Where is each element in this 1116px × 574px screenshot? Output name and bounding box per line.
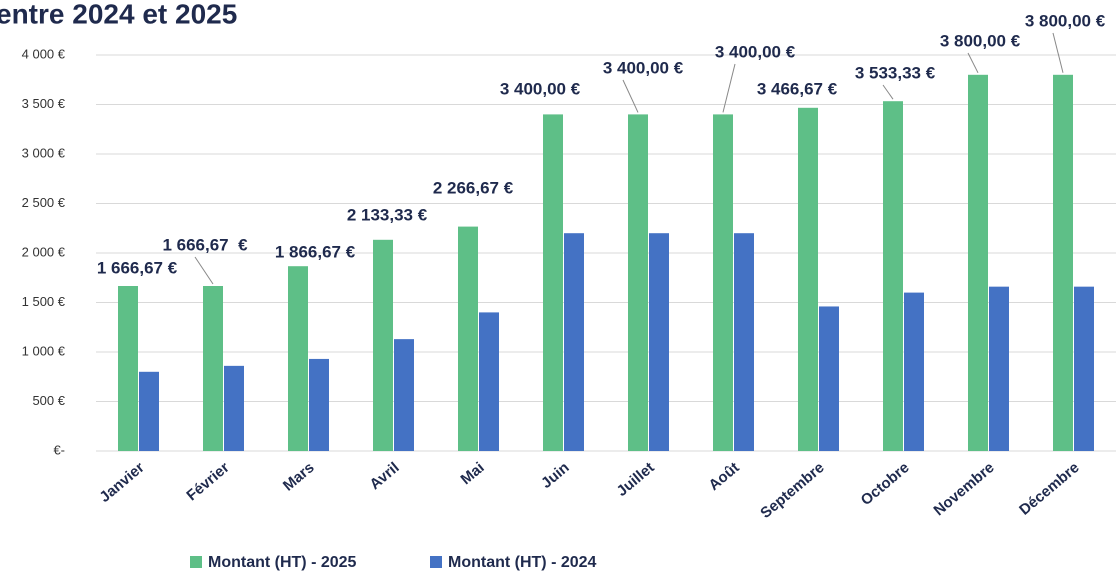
data-label: 1 866,67 € [275, 242, 356, 261]
bar [394, 339, 414, 451]
x-tick-label: Août [706, 459, 743, 494]
leader-line [194, 256, 214, 285]
legend-label: Montant (HT) - 2025 [208, 554, 357, 571]
bar [309, 358, 329, 451]
legend-label: Montant (HT) - 2024 [448, 554, 597, 571]
leader-line [1052, 32, 1064, 73]
bar [628, 114, 648, 452]
x-tick-label: Janvier [96, 459, 147, 506]
bar [798, 107, 818, 451]
y-tick-label: 1 000 € [22, 343, 66, 358]
x-tick-label: Juin [538, 459, 573, 492]
x-tick-label: Novembre [930, 459, 997, 519]
bar [1053, 74, 1073, 452]
bar [479, 312, 499, 451]
data-label: 1 666,67 € [162, 235, 248, 254]
bar [458, 226, 478, 451]
y-tick-label: 4 000 € [22, 46, 66, 61]
data-label: 3 400,00 € [500, 79, 581, 98]
x-tick-label: Octobre [858, 459, 913, 509]
x-tick-label: Avril [367, 459, 403, 493]
y-tick-label: 1 500 € [22, 294, 66, 309]
data-label: 3 400,00 € [603, 58, 684, 77]
chart-title: entre 2024 et 2025 [0, 0, 237, 29]
data-label: 3 533,33 € [855, 63, 936, 82]
data-label: 3 800,00 € [940, 31, 1021, 50]
bar [989, 286, 1009, 451]
bar [224, 365, 244, 451]
y-tick-label: €- [53, 442, 65, 457]
data-label: 2 266,67 € [433, 178, 514, 197]
data-label: 1 666,67 € [97, 258, 178, 277]
leader-line [882, 84, 894, 100]
bar [288, 266, 308, 451]
bar [1074, 286, 1094, 451]
x-tick-label: Septembre [757, 459, 827, 522]
y-tick-label: 2 000 € [22, 244, 66, 259]
bar [203, 285, 223, 451]
leader-line [722, 63, 736, 113]
bar [139, 371, 159, 451]
data-label: 2 133,33 € [347, 205, 428, 224]
bar [968, 74, 988, 452]
bar [118, 285, 138, 451]
legend-swatch [430, 556, 442, 568]
y-tick-label: 2 500 € [22, 195, 66, 210]
data-label: 3 466,67 € [757, 79, 838, 98]
bar [373, 239, 393, 451]
x-tick-label: Décembre [1016, 459, 1083, 519]
bar [713, 114, 733, 452]
bar [883, 101, 903, 452]
y-tick-label: 3 500 € [22, 96, 66, 111]
bar [904, 292, 924, 451]
x-tick-label: Mai [458, 459, 488, 488]
bar [543, 114, 563, 452]
leader-line [622, 79, 639, 113]
data-label: 3 400,00 € [715, 42, 796, 61]
x-tick-label: Février [183, 459, 232, 504]
x-tick-label: Mars [280, 459, 318, 495]
leader-line [967, 52, 979, 74]
data-label: 3 800,00 € [1025, 11, 1106, 30]
bar [819, 306, 839, 451]
bar [649, 233, 669, 451]
bar [564, 233, 584, 451]
legend-swatch [190, 556, 202, 568]
y-tick-label: 3 000 € [22, 145, 66, 160]
y-tick-label: 500 € [32, 393, 65, 408]
x-tick-label: Juillet [613, 459, 657, 500]
bar [734, 233, 754, 451]
